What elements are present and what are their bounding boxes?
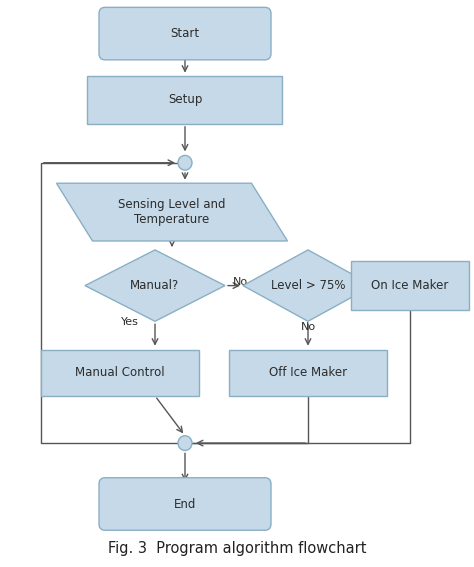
Text: No: No <box>301 323 316 332</box>
Bar <box>88 75 283 124</box>
Text: Manual?: Manual? <box>130 279 180 292</box>
Bar <box>41 350 199 396</box>
Text: Sensing Level and
Temperature: Sensing Level and Temperature <box>118 198 226 226</box>
Bar <box>351 261 469 310</box>
Text: On Ice Maker: On Ice Maker <box>371 279 449 292</box>
Circle shape <box>178 436 192 450</box>
Bar <box>229 350 387 396</box>
FancyBboxPatch shape <box>99 478 271 530</box>
Text: Fig. 3  Program algorithm flowchart: Fig. 3 Program algorithm flowchart <box>108 540 366 556</box>
Text: Level > 75%: Level > 75% <box>271 279 345 292</box>
Text: Setup: Setup <box>168 93 202 106</box>
Text: No: No <box>233 277 248 287</box>
Text: End: End <box>174 497 196 510</box>
Text: Yes: Yes <box>121 317 139 327</box>
Polygon shape <box>243 250 373 321</box>
Text: Start: Start <box>171 27 200 40</box>
Polygon shape <box>85 250 225 321</box>
Circle shape <box>178 155 192 170</box>
FancyBboxPatch shape <box>99 7 271 60</box>
Text: Manual Control: Manual Control <box>75 366 165 379</box>
Text: Off Ice Maker: Off Ice Maker <box>269 366 347 379</box>
Polygon shape <box>56 183 288 241</box>
Text: Yes: Yes <box>375 277 393 287</box>
